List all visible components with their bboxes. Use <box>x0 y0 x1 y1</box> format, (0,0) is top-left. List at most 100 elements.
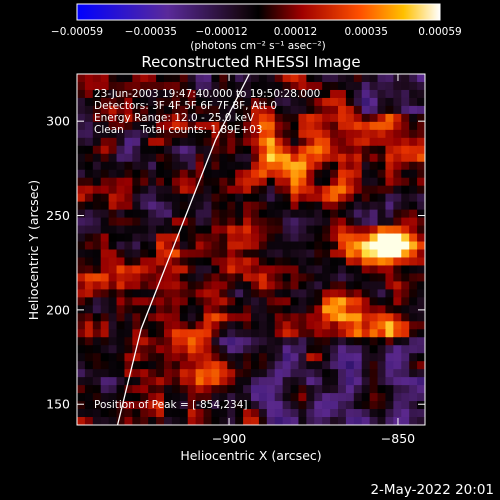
heatmap-cell <box>227 185 236 195</box>
heatmap-cell <box>116 185 126 195</box>
heatmap-cell <box>132 377 141 386</box>
heatmap-cell <box>322 241 331 251</box>
heatmap-cell <box>124 97 133 107</box>
heatmap-cell <box>187 361 197 370</box>
heatmap-cell <box>361 409 371 418</box>
heatmap-cell <box>338 409 347 418</box>
heatmap-cell <box>227 81 236 91</box>
colorbar-units-label: (photons cm⁻² s⁻¹ asec⁻²) <box>190 40 325 52</box>
heatmap-cell <box>116 81 126 91</box>
heatmap-cell <box>211 217 220 227</box>
heatmap-cell <box>243 385 252 394</box>
heatmap-cell <box>171 305 181 314</box>
heatmap-cell <box>124 321 133 330</box>
heatmap-cell <box>345 345 355 354</box>
heatmap-cell <box>219 97 228 107</box>
heatmap-cell <box>345 273 355 283</box>
heatmap-cell <box>227 129 236 139</box>
heatmap-cell <box>171 201 181 211</box>
heatmap-cell <box>219 81 228 91</box>
heatmap-cell <box>235 185 244 195</box>
heatmap-cell <box>92 345 102 354</box>
heatmap-cell <box>77 137 86 147</box>
heatmap-cell <box>164 321 173 330</box>
heatmap-cell <box>274 321 284 330</box>
heatmap-cell <box>124 345 133 354</box>
heatmap-cell <box>298 137 307 147</box>
heatmap-cell <box>409 113 418 123</box>
heatmap-cell <box>385 233 394 243</box>
heatmap-cell <box>282 97 292 107</box>
heatmap-cell <box>140 161 149 171</box>
heatmap-cell <box>219 121 228 131</box>
heatmap-cell <box>211 209 220 219</box>
heatmap-cell <box>298 177 307 187</box>
heatmap-cell <box>251 377 260 386</box>
heatmap-cell <box>290 105 300 115</box>
heatmap-cell <box>148 337 157 346</box>
heatmap-cell <box>369 169 379 179</box>
heatmap-cell <box>353 337 363 346</box>
heatmap-cell <box>116 273 126 283</box>
heatmap-cell <box>156 305 165 314</box>
heatmap-cell <box>187 305 197 314</box>
heatmap-cell <box>195 409 205 418</box>
heatmap-cell <box>243 393 252 402</box>
heatmap-cell <box>148 273 157 283</box>
heatmap-cell <box>274 353 284 362</box>
heatmap-cell <box>116 241 126 251</box>
heatmap-cell <box>132 401 141 410</box>
heatmap-cell <box>84 121 94 131</box>
heatmap-cell <box>338 153 347 163</box>
heatmap-cell <box>251 329 260 338</box>
heatmap-cell <box>409 249 418 259</box>
heatmap-cell <box>148 353 157 362</box>
heatmap-cell <box>377 177 387 187</box>
heatmap-cell <box>108 241 118 251</box>
colorbar-tick-label: −0.00035 <box>125 26 177 38</box>
heatmap-cell <box>124 185 133 195</box>
heatmap-cell <box>77 193 86 203</box>
heatmap-cell <box>401 281 410 290</box>
heatmap-cell <box>282 185 292 195</box>
heatmap-cell <box>171 81 181 91</box>
heatmap-cell <box>187 281 197 290</box>
heatmap-cell <box>298 385 307 394</box>
heatmap-cell <box>140 177 149 187</box>
heatmap-cell <box>100 185 110 195</box>
heatmap-cell <box>108 105 118 115</box>
heatmap-cell <box>92 193 102 203</box>
heatmap-cell <box>338 249 347 259</box>
heatmap-cell <box>227 209 236 219</box>
heatmap-cell <box>227 233 236 243</box>
heatmap-cell <box>385 137 394 147</box>
heatmap-cell <box>409 353 418 362</box>
heatmap-cell <box>203 337 213 346</box>
heatmap-cell <box>266 185 276 195</box>
heatmap-cell <box>393 385 402 394</box>
heatmap-cell <box>227 377 236 386</box>
heatmap-cell <box>282 257 292 267</box>
heatmap-cell <box>243 305 252 314</box>
heatmap-cell <box>124 81 133 91</box>
heatmap-cell <box>330 337 339 346</box>
heatmap-cell <box>124 281 133 290</box>
heatmap-cell <box>84 97 94 107</box>
plot-frame <box>76 73 426 426</box>
heatmap-cell <box>417 265 425 275</box>
heatmap-cell <box>266 97 276 107</box>
heatmap-cell <box>369 313 379 322</box>
heatmap-cell <box>84 209 94 219</box>
heatmap-cell <box>195 353 205 362</box>
heatmap-cell <box>171 337 181 346</box>
heatmap-cell <box>266 281 276 290</box>
heatmap-cell <box>258 289 268 298</box>
heatmap-cell <box>353 113 363 123</box>
heatmap-cell <box>92 177 102 187</box>
heatmap-cell <box>290 97 300 107</box>
heatmap-cell <box>219 249 228 259</box>
heatmap-cell <box>393 129 402 139</box>
heatmap-cell <box>338 177 347 187</box>
heatmap-cell <box>338 169 347 179</box>
heatmap-cell <box>132 74 141 83</box>
